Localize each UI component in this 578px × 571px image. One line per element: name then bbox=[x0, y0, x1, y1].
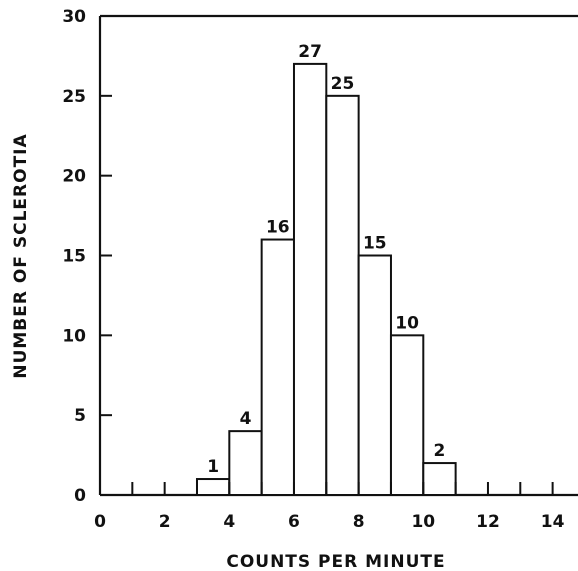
y-tick-label: 20 bbox=[62, 167, 86, 187]
x-tick-label: 6 bbox=[288, 512, 300, 532]
x-tick-label: 10 bbox=[411, 512, 435, 532]
x-tick-label: 14 bbox=[541, 512, 565, 532]
bar-value-label: 1 bbox=[207, 457, 219, 477]
y-axis-title: NUMBER OF SCLEROTIA bbox=[11, 133, 31, 378]
y-tick-label: 30 bbox=[62, 7, 86, 27]
bar-value-label: 10 bbox=[395, 313, 419, 333]
bar-value-label: 15 bbox=[363, 234, 387, 254]
x-tick-label: 12 bbox=[476, 512, 500, 532]
histogram-bar bbox=[422, 462, 457, 497]
bar-value-label: 27 bbox=[298, 42, 322, 62]
y-tick-label: 15 bbox=[62, 247, 86, 267]
histogram-bar bbox=[292, 62, 328, 497]
x-tick-label: 4 bbox=[223, 512, 235, 532]
histogram-bar bbox=[389, 334, 425, 497]
x-axis-title: COUNTS PER MINUTE bbox=[226, 552, 445, 571]
data-labels-group: 1 4 16 27 25 15 10 2 bbox=[207, 42, 445, 477]
x-tick-label: 2 bbox=[159, 512, 171, 532]
y-tick-label: 5 bbox=[74, 406, 86, 426]
bar-value-label: 25 bbox=[331, 74, 355, 94]
histogram-bar bbox=[228, 430, 263, 496]
y-tick-label: 0 bbox=[74, 486, 86, 506]
y-tick-label: 10 bbox=[62, 326, 86, 346]
x-axis-ticks: 0 2 4 6 8 10 12 14 bbox=[94, 482, 565, 532]
histogram-bar bbox=[260, 238, 295, 496]
x-tick-label: 8 bbox=[353, 512, 365, 532]
bar-value-label: 4 bbox=[240, 409, 252, 429]
y-tick-label: 25 bbox=[62, 87, 86, 107]
bar-value-label: 2 bbox=[434, 441, 446, 461]
histogram-bar bbox=[195, 478, 231, 496]
x-tick-label: 0 bbox=[94, 512, 106, 532]
bars-group bbox=[195, 62, 457, 497]
histogram-bar bbox=[325, 94, 360, 496]
y-axis-ticks: 0 5 10 15 20 25 30 bbox=[62, 7, 112, 506]
histogram-bar bbox=[357, 254, 392, 496]
bar-value-label: 16 bbox=[266, 218, 290, 238]
